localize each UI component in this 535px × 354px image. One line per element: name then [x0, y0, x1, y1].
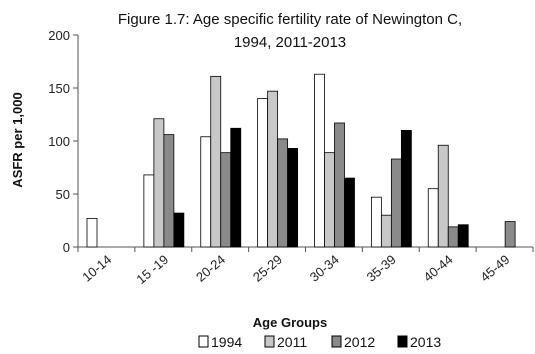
legend-swatch-2013: [397, 335, 408, 348]
x-tick-label: 40-44: [421, 252, 456, 285]
bar-1994-40-44: [427, 188, 439, 248]
y-axis-title: ASFR per 1,000: [10, 92, 25, 187]
y-tick-label: 200: [48, 28, 70, 43]
bar-2012-30-34: [334, 122, 345, 248]
x-tick-label: 20-24: [193, 252, 228, 285]
bar-2013-25-29: [287, 148, 299, 248]
bar-2013-40-44: [457, 224, 469, 248]
bar-2011-15-19: [153, 118, 165, 248]
legend-swatch-2012: [331, 335, 342, 348]
y-axis-label: ASFR per 1,000: [10, 92, 25, 187]
x-axis-label: Age Groups: [253, 315, 327, 330]
y-tick-label: 150: [48, 81, 70, 96]
bar-2013-15-19: [173, 212, 185, 248]
chart-title-line-1: Figure 1.7: Age specific fertility rate …: [118, 11, 462, 28]
bar-2011-40-44: [437, 144, 449, 248]
bar-2013-35-39: [400, 129, 412, 248]
bar-1994-10-14: [86, 217, 98, 248]
legend-swatch-2011: [264, 335, 275, 348]
legend: 1994 2011 2012 2013: [198, 334, 441, 350]
legend-label-2011: 2011: [277, 334, 307, 350]
bar-2012-20-24: [220, 152, 232, 248]
bar-1994-20-24: [200, 136, 212, 248]
legend-label-2013: 2013: [410, 334, 441, 350]
bar-2012-45-49: [504, 221, 516, 248]
bar-2012-35-39: [390, 158, 402, 248]
bar-1994-35-39: [370, 196, 382, 248]
bar-2011-35-39: [380, 214, 392, 248]
y-tick-label: 50: [56, 187, 70, 202]
legend-swatch-1994: [198, 335, 209, 348]
bar-2011-20-24: [210, 75, 222, 248]
x-tick-label: 25-29: [250, 252, 285, 285]
x-tick-label: 45-49: [477, 252, 512, 285]
y-tick-label: 100: [48, 134, 70, 149]
legend-label-2012: 2012: [344, 334, 375, 350]
legend-label-1994: 1994: [211, 334, 242, 350]
bar-2012-25-29: [277, 138, 289, 248]
x-tick-label: 35-39: [364, 252, 399, 285]
bar-1994-15-19: [143, 174, 155, 248]
plot-area: 0 50 100 150 200 10-14 15 -19 20-24 25-29 30-34 35…: [48, 28, 534, 287]
x-tick-label: 30-34: [307, 252, 342, 285]
bar-2013-20-24: [230, 127, 242, 248]
bar-2012-40-44: [447, 226, 459, 248]
chart-title-line-2: 1994, 2011-2013: [234, 34, 346, 51]
bar-1994-25-29: [257, 98, 269, 248]
x-tick-label: 10-14: [79, 252, 114, 285]
bar-2013-30-34: [344, 177, 355, 248]
bar-2011-30-34: [324, 152, 335, 248]
y-tick-label: 0: [63, 240, 70, 255]
bar-1994-30-34: [314, 73, 325, 248]
bar-2012-15-19: [163, 134, 175, 248]
x-tick-label: 15 -19: [133, 252, 171, 287]
bar-2011-25-29: [267, 90, 279, 248]
